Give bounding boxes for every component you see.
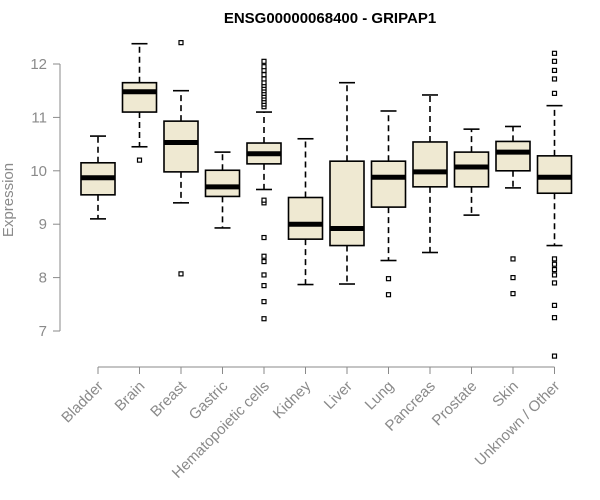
outlier-point bbox=[551, 353, 558, 359]
outlier-point bbox=[551, 280, 558, 286]
outlier-point bbox=[261, 316, 267, 322]
outlier-point bbox=[385, 276, 392, 282]
outlier-point bbox=[261, 272, 267, 278]
outlier-point bbox=[551, 90, 558, 96]
box-group bbox=[204, 151, 241, 229]
x-tick-label: Bladder bbox=[58, 378, 107, 427]
box-group bbox=[495, 125, 531, 297]
box bbox=[536, 155, 573, 195]
outlier-point bbox=[551, 50, 558, 56]
box-group bbox=[163, 40, 199, 277]
x-tick-label: Liver bbox=[321, 378, 356, 413]
box bbox=[370, 160, 407, 208]
outlier-point bbox=[551, 58, 558, 64]
outlier-point bbox=[136, 157, 143, 163]
outlier-point bbox=[551, 315, 558, 321]
y-axis-label: Expression bbox=[0, 163, 17, 237]
box bbox=[204, 169, 241, 198]
box bbox=[121, 81, 158, 113]
chart-title: ENSG00000068400 - GRIPAP1 bbox=[224, 10, 436, 27]
outlier-point bbox=[261, 283, 267, 289]
box bbox=[163, 120, 199, 173]
x-tick-label: Prostate bbox=[429, 378, 481, 430]
outlier-point bbox=[261, 64, 267, 70]
outlier-point bbox=[261, 72, 267, 78]
box-group bbox=[80, 135, 116, 220]
box-group bbox=[453, 128, 490, 216]
outlier-point bbox=[385, 292, 392, 298]
y-tick-label: 8 bbox=[39, 270, 47, 287]
box bbox=[412, 141, 448, 188]
outlier-point bbox=[551, 272, 558, 278]
outlier-point bbox=[261, 253, 267, 259]
box bbox=[329, 160, 365, 247]
outlier-point bbox=[178, 40, 184, 46]
y-tick-label: 12 bbox=[30, 56, 47, 73]
x-tick-label: Brain bbox=[112, 378, 149, 415]
y-axis: 7 8 9 10 11 12 bbox=[30, 56, 61, 340]
x-tick-label: Lung bbox=[362, 378, 398, 414]
outlier-point bbox=[510, 291, 516, 297]
y-tick-label: 11 bbox=[31, 109, 47, 126]
box-group bbox=[370, 110, 407, 298]
box-group bbox=[536, 50, 573, 359]
outlier-point bbox=[261, 234, 267, 241]
outlier-point bbox=[551, 76, 558, 82]
outlier-point bbox=[261, 299, 267, 305]
box-group bbox=[246, 58, 282, 322]
outlier-point bbox=[551, 67, 558, 74]
outlier-point bbox=[261, 258, 267, 265]
box bbox=[495, 140, 531, 172]
boxes bbox=[80, 40, 573, 359]
outlier-point bbox=[551, 266, 558, 273]
x-tick-label: Kidney bbox=[270, 377, 315, 422]
x-tick-label: Breast bbox=[147, 377, 190, 420]
y-tick-label: 7 bbox=[39, 323, 47, 340]
outlier-point bbox=[261, 58, 267, 64]
y-tick-label: 9 bbox=[39, 216, 47, 233]
box-group bbox=[287, 137, 324, 286]
outlier-point bbox=[261, 76, 267, 82]
outlier-point bbox=[551, 256, 558, 262]
box bbox=[287, 196, 324, 240]
outlier-point bbox=[510, 275, 516, 281]
box-group bbox=[121, 42, 158, 163]
outlier-point bbox=[551, 261, 558, 267]
x-tick-label: Skin bbox=[489, 378, 522, 411]
outlier-point bbox=[178, 271, 184, 277]
y-tick-label: 10 bbox=[30, 163, 47, 180]
outlier-point bbox=[551, 302, 558, 308]
outlier-point bbox=[261, 197, 267, 203]
box-group bbox=[329, 81, 365, 285]
outlier-point bbox=[510, 256, 516, 262]
box-group bbox=[412, 94, 448, 254]
